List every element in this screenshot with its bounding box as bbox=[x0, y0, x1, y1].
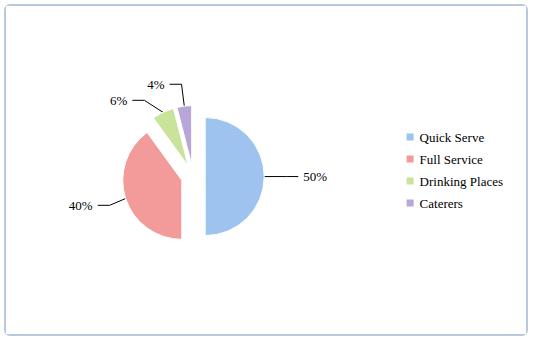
svg-text:50%: 50% bbox=[303, 169, 327, 184]
svg-text:6%: 6% bbox=[110, 93, 128, 108]
svg-text:Drinking Places: Drinking Places bbox=[420, 174, 503, 189]
svg-text:4%: 4% bbox=[147, 77, 165, 92]
svg-text:Caterers: Caterers bbox=[420, 196, 463, 211]
svg-text:Full Service: Full Service bbox=[420, 152, 483, 167]
svg-text:Quick Serve: Quick Serve bbox=[420, 130, 485, 145]
svg-text:40%: 40% bbox=[69, 198, 93, 213]
